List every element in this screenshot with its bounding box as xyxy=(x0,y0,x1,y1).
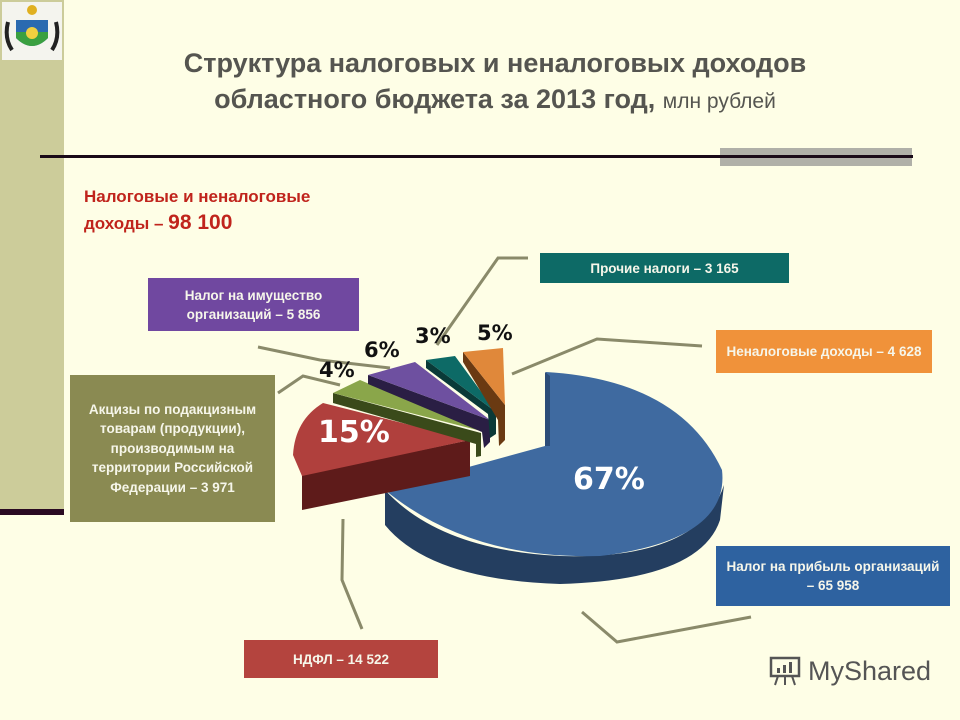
pct-non-tax: 5% xyxy=(477,321,513,345)
total-income: Налоговые и неналоговые доходы – 98 100 xyxy=(84,184,310,237)
left-decor-strip xyxy=(0,0,64,509)
slice-non-tax xyxy=(463,348,505,446)
title-unit: млн рублей xyxy=(662,90,776,113)
total-label-line-2: доходы – 98 100 xyxy=(84,211,233,234)
divider-line xyxy=(40,155,913,158)
slice-other-taxes xyxy=(426,356,496,438)
leader-lines xyxy=(257,256,752,644)
title-line-1: Структура налоговых и неналоговых доходо… xyxy=(183,48,807,78)
label-non-tax: Неналоговые доходы – 4 628 xyxy=(716,330,932,373)
page-title: Структура налоговых и неналоговых доходо… xyxy=(100,45,890,120)
pct-excise: 4% xyxy=(319,358,355,382)
pct-profit-tax: 67% xyxy=(573,462,645,497)
label-ndfl: НДФЛ – 14 522 xyxy=(244,640,438,678)
label-property-tax: Налог на имущество организаций – 5 856 xyxy=(148,278,359,331)
watermark-text: MyShared xyxy=(808,655,932,686)
left-decor-bar xyxy=(0,509,64,515)
total-value: 98 100 xyxy=(168,211,233,234)
label-excise: Акцизы по подакцизным товарам (продукции… xyxy=(70,375,275,522)
watermark: MyShared xyxy=(768,655,931,687)
label-other-taxes: Прочие налоги – 3 165 xyxy=(540,253,789,283)
presentation-board-icon xyxy=(769,656,801,686)
coat-of-arms-icon xyxy=(2,2,62,60)
slice-property-tax xyxy=(368,362,490,448)
pct-ndfl: 15% xyxy=(318,415,390,450)
slice-ndfl xyxy=(293,403,470,510)
slice-excise xyxy=(333,380,481,457)
pct-property-tax: 6% xyxy=(364,338,400,362)
pct-other-taxes: 3% xyxy=(415,324,451,348)
total-label-line-1: Налоговые и неналоговые xyxy=(84,187,311,206)
slice-profit-tax xyxy=(385,372,724,584)
title-line-2: областного бюджета за 2013 год, млн рубл… xyxy=(214,84,776,114)
label-profit-tax: Налог на прибыль организаций – 65 958 xyxy=(716,546,950,606)
